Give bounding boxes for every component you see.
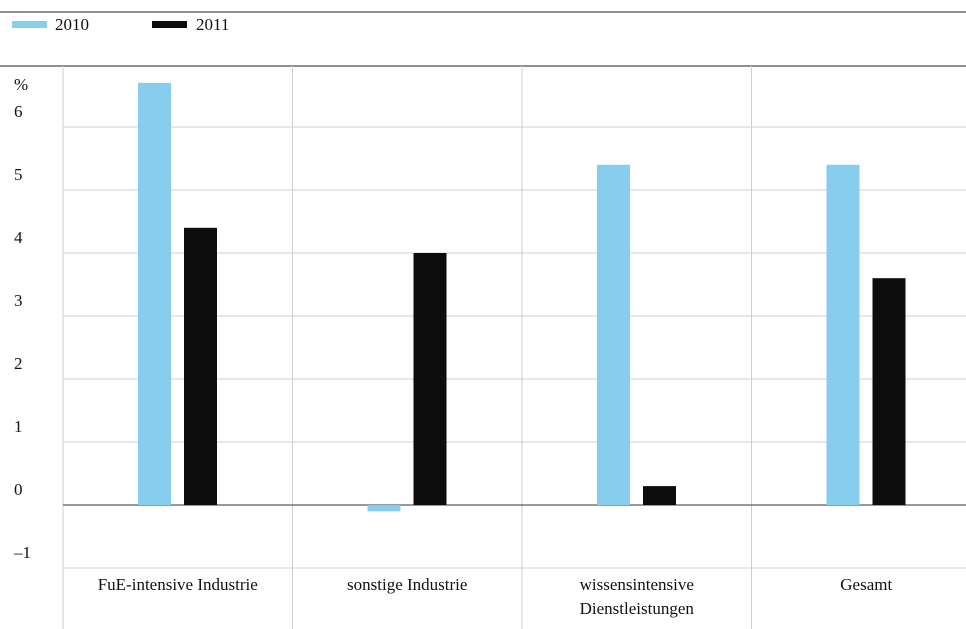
y-tick-label: 3 [14,291,23,310]
legend-swatch-2010 [12,21,47,28]
bar-2010-1 [367,505,401,512]
category-label: Dienstleistungen [580,599,695,618]
legend-label-2011: 2011 [196,15,229,34]
y-tick-label: 6 [14,102,23,121]
category-label: FuE-intensive Industrie [98,575,258,594]
y-tick-label: 1 [14,417,23,436]
bar-2011-3 [872,278,906,505]
bar-2010-0 [138,82,171,506]
bar-2010-2 [597,164,630,506]
category-label: wissensintensive [580,575,694,594]
y-tick-label: 5 [14,165,23,184]
y-tick-label: 4 [14,228,23,247]
legend: 2010 2011 [12,15,229,34]
y-axis-unit-label: % [14,75,28,94]
category-label: sonstige Industrie [347,575,467,594]
y-tick-label: –1 [13,543,31,562]
bar-2011-0 [184,227,217,506]
category-label: Gesamt [840,575,892,594]
y-tick-label: 0 [14,480,23,499]
y-tick-label: 2 [14,354,23,373]
legend-label-2010: 2010 [55,15,89,34]
bar-2011-2 [643,486,676,505]
bars [138,82,906,512]
legend-swatch-2011 [152,21,187,28]
y-axis-ticks: –1 0 1 2 3 4 5 6 [13,102,31,562]
x-axis-labels: FuE-intensive Industrie sonstige Industri… [98,575,893,618]
bar-2010-3 [826,164,860,506]
bar-2011-1 [413,253,447,505]
